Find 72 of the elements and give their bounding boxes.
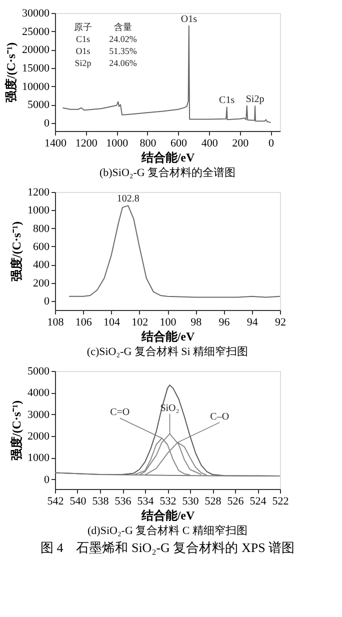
text: 图 4 石墨烯和 SiO₂-G 复合材料的 XPS 谱图 [40, 540, 295, 555]
annotation: 原子 [74, 22, 92, 32]
x-tick-label: 1000 [106, 138, 129, 150]
annotation: 102.8 [116, 194, 140, 205]
y-tick-label: 0 [44, 295, 50, 308]
x-tick-label: 528 [204, 496, 222, 508]
y-tick-label: 10000 [22, 80, 50, 93]
text: (d)SiO₂-G 复合材料 C 精细窄扫图 [88, 524, 248, 537]
y-tick-label: 20000 [22, 44, 50, 56]
y-tick-label: 800 [33, 222, 50, 235]
x-tick-label: 92 [275, 316, 286, 328]
y-tick-label: 200 [33, 277, 50, 290]
annotation: Si2p [74, 58, 92, 68]
annotation: 含量 [114, 22, 132, 32]
y-tick-label: 0 [44, 474, 50, 486]
annotation: Si2p [246, 94, 264, 106]
x-tick-label: 106 [75, 316, 92, 328]
y-axis-title: 强度/(C·s⁻¹) [10, 221, 24, 282]
x-tick-label: 96 [218, 316, 230, 328]
x-tick-label: 800 [140, 138, 157, 150]
y-tick-label: 5000 [28, 366, 50, 378]
x-tick-label: 532 [160, 496, 176, 508]
annotation: C–O [210, 411, 230, 422]
x-axis-title: 结合能/eV [140, 508, 195, 522]
y-axis-title: 强度/(C·s⁻¹) [4, 42, 18, 103]
x-tick-label: 98 [190, 316, 202, 328]
annotation: C1s [219, 95, 235, 106]
x-tick-label: 108 [47, 316, 64, 328]
annotation: O1s [76, 46, 91, 56]
x-tick-label: 522 [272, 496, 289, 508]
x-tick-label: 524 [250, 496, 267, 508]
x-axis-title: 结合能/eV [140, 150, 195, 164]
y-tick-label: 5000 [28, 99, 50, 112]
x-tick-label: 542 [47, 496, 64, 508]
x-tick-label: 534 [137, 496, 154, 508]
y-tick-label: 1200 [28, 186, 50, 198]
x-tick-label: 540 [70, 496, 87, 508]
y-axis-title: 强度/(C·s⁻¹) [10, 400, 24, 461]
y-tick-label: 3000 [28, 408, 50, 421]
x-tick-label: 104 [104, 316, 120, 328]
x-tick-label: 536 [114, 496, 132, 508]
y-tick-label: 600 [33, 240, 50, 253]
x-tick-label: 0 [268, 138, 275, 150]
annotation: C1s [76, 34, 90, 44]
y-tick-label: 30000 [22, 8, 50, 20]
x-tick-label: 530 [182, 496, 200, 508]
x-tick-label: 1200 [75, 138, 98, 150]
y-tick-label: 0 [44, 117, 50, 130]
x-tick-label: 538 [92, 496, 110, 508]
x-tick-label: 1400 [44, 138, 67, 150]
text: (b)SiO₂-G 复合材料的全谱图 [99, 166, 236, 179]
annotation: 24.06% [109, 58, 138, 68]
x-tick-label: 400 [201, 138, 218, 150]
y-tick-label: 1000 [28, 452, 50, 464]
annotation: 51.35% [109, 46, 138, 56]
y-tick-label: 400 [33, 259, 50, 272]
x-tick-label: 600 [170, 138, 188, 150]
annotation: O1s [180, 14, 198, 25]
x-axis-title: 结合能/eV [140, 330, 195, 344]
annotation: 24.02% [109, 34, 138, 44]
y-tick-label: 25000 [22, 26, 50, 38]
x-tick-label: 100 [160, 316, 177, 328]
annotation: C=O [110, 407, 130, 418]
y-tick-label: 1000 [28, 204, 50, 217]
x-tick-label: 102 [132, 316, 148, 328]
x-tick-label: 200 [232, 138, 250, 150]
y-tick-label: 15000 [22, 62, 50, 74]
y-tick-label: 4000 [28, 387, 50, 400]
x-tick-label: 526 [227, 496, 244, 508]
y-tick-label: 2000 [28, 430, 50, 442]
text: (c)SiO₂-G 复合材料 Si 精细窄扫图 [86, 345, 248, 358]
x-tick-label: 94 [246, 316, 258, 328]
